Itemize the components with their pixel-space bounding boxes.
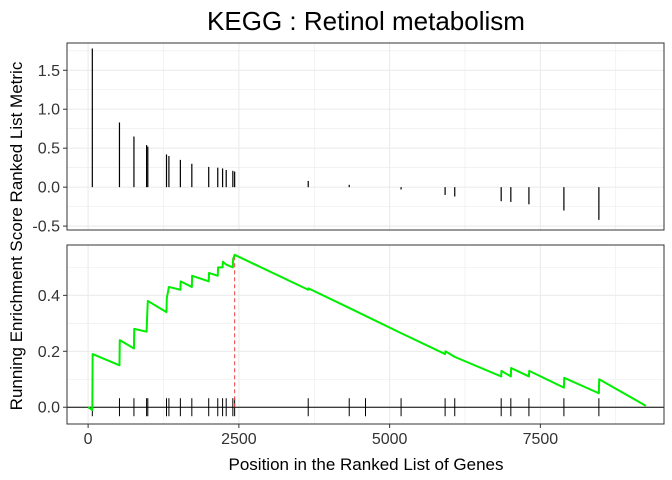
running-score-line-group <box>87 253 647 412</box>
x-tick-label: 0 <box>84 431 93 448</box>
running-score-panel-background <box>67 245 664 424</box>
y-tick-label: 1.0 <box>38 102 60 119</box>
running-score-panel-frame <box>66 244 665 425</box>
ranked-metric-panel-background <box>67 43 664 230</box>
gene-hit-marks <box>67 398 664 417</box>
y-tick-label: 0.0 <box>38 400 60 417</box>
y-tick-label: 0.5 <box>38 141 60 158</box>
y-tick-label: -0.5 <box>32 219 60 236</box>
running-score-y-ticks: 0.0 0.2 0.4 <box>38 288 67 417</box>
x-tick-label: 7500 <box>523 431 559 448</box>
chart-title: KEGG : Retinol metabolism <box>207 6 525 36</box>
y-axis-title: Running Enrichment Score Ranked List Met… <box>7 61 26 410</box>
y-tick-label: 0.4 <box>38 288 60 305</box>
x-tick-label: 2500 <box>221 431 257 448</box>
y-tick-label: 1.5 <box>38 63 60 80</box>
ranked-metric-panel: -0.5 0.0 0.5 1.0 1.5 <box>32 42 665 236</box>
running-score-panel: 0.0 0.2 0.4 0 2500 5000 7500 <box>38 244 665 448</box>
x-axis-ticks: 0 2500 5000 7500 <box>84 424 559 448</box>
running-score-line <box>87 253 647 412</box>
ranked-metric-y-ticks: -0.5 0.0 0.5 1.0 1.5 <box>32 63 67 236</box>
ranked-metric-gridlines <box>67 43 664 230</box>
x-tick-label: 5000 <box>372 431 408 448</box>
ranked-metric-bars <box>91 48 600 220</box>
ranked-metric-panel-frame <box>66 42 665 231</box>
y-tick-label: 0.2 <box>38 344 60 361</box>
x-axis-title: Position in the Ranked List of Genes <box>229 455 504 474</box>
y-tick-label: 0.0 <box>38 180 60 197</box>
